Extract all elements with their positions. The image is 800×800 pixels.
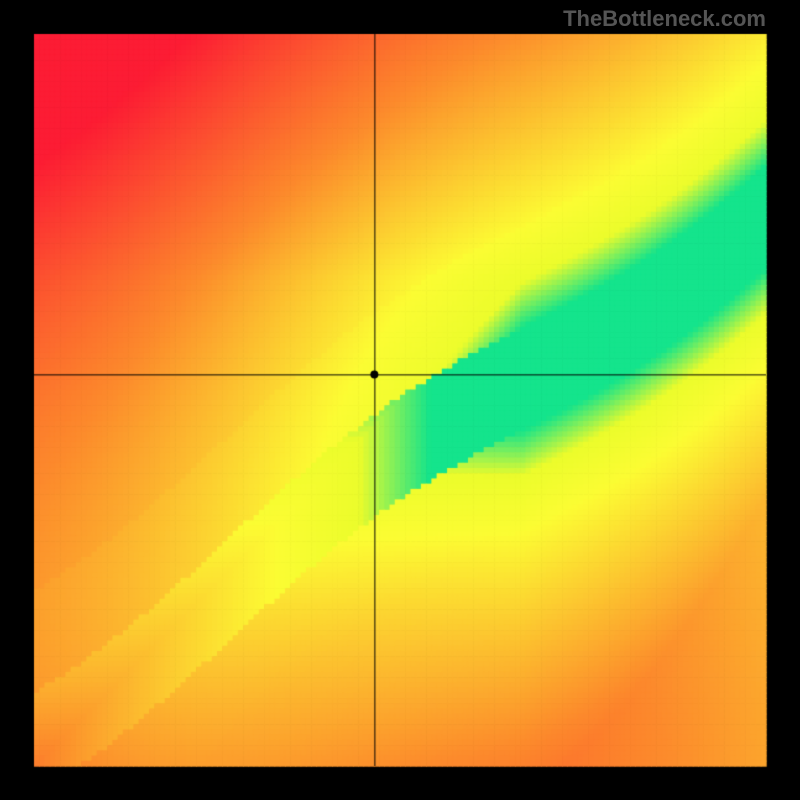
bottleneck-heatmap-chart xyxy=(0,0,800,800)
watermark-text: TheBottleneck.com xyxy=(563,6,766,32)
chart-root: { "canvas": { "width": 800, "height": 80… xyxy=(0,0,800,800)
